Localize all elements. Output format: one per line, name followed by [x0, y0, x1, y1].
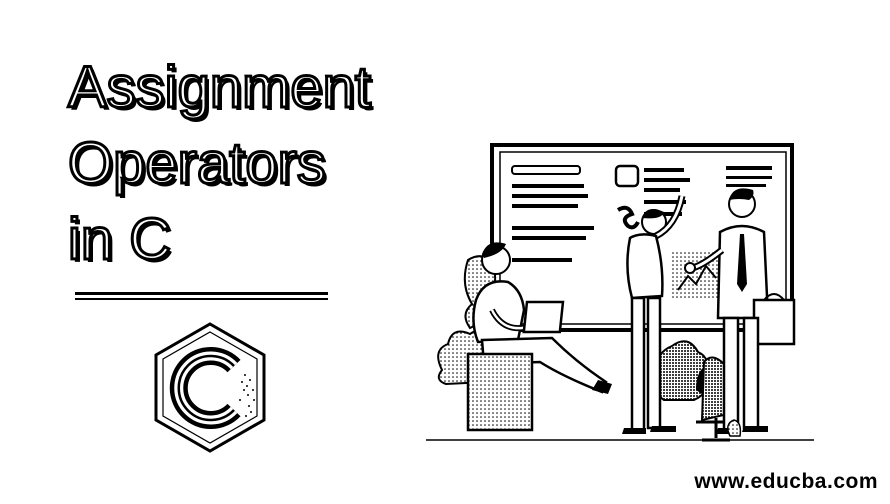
title-underline [75, 292, 328, 300]
title-line-3: in C [66, 206, 172, 274]
page-title: Assignment Operators in C [66, 50, 372, 278]
title-line-2: Operators [66, 130, 327, 198]
team-whiteboard-illustration [426, 143, 814, 442]
c-logo-letter: C [210, 397, 211, 399]
title-line-1: Assignment [66, 54, 372, 122]
c-language-logo-icon: C [154, 322, 266, 453]
site-url[interactable]: www.educba.com [694, 470, 878, 493]
